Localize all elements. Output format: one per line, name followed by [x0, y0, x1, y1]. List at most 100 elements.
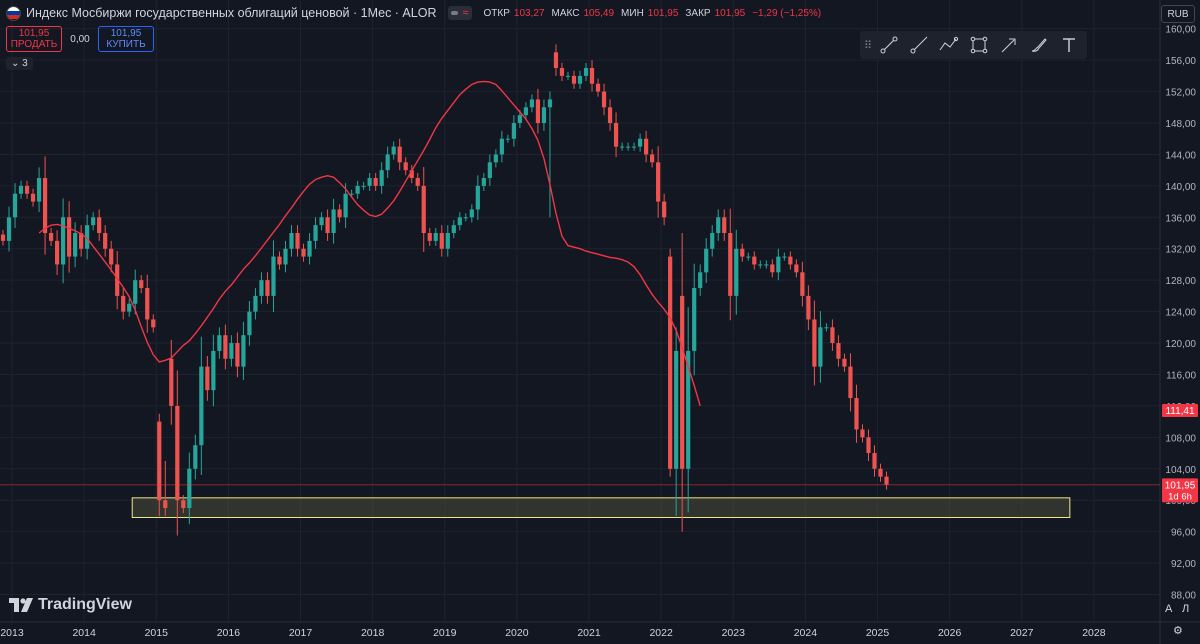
- candle-body: [42, 178, 48, 234]
- candle-body: [253, 295, 258, 312]
- candle-body: [421, 185, 426, 234]
- candle-body: [668, 256, 673, 469]
- candle-body: [487, 162, 492, 179]
- candle-body: [716, 217, 721, 234]
- brush-tool-icon[interactable]: [1024, 31, 1054, 59]
- currency-selector[interactable]: RUB: [1161, 5, 1195, 23]
- candle-body: [391, 146, 396, 155]
- buy-button[interactable]: 101,95 КУПИТЬ: [98, 26, 154, 52]
- candle-body: [349, 193, 354, 195]
- candle-body: [433, 233, 438, 241]
- path-tool-icon[interactable]: [934, 31, 964, 59]
- x-tick-label: 2016: [217, 627, 241, 639]
- candle-body: [175, 405, 180, 501]
- status-dot-icon: [451, 11, 459, 15]
- candle-body: [638, 138, 643, 147]
- candle-body: [878, 468, 883, 477]
- ohlc-key: МАКС: [551, 7, 580, 19]
- candle-body: [746, 256, 751, 258]
- candle-body: [235, 343, 240, 367]
- candle-body: [241, 335, 246, 367]
- candle-body: [109, 248, 114, 265]
- text-tool-icon[interactable]: [1054, 31, 1084, 59]
- price-label-countdown: 1d 6h: [1168, 491, 1192, 502]
- auto-scale-button[interactable]: А: [1165, 603, 1173, 615]
- candle-body: [704, 248, 709, 273]
- candle-body: [674, 350, 679, 469]
- candle-body: [30, 193, 36, 202]
- x-tick-label: 2013: [0, 627, 24, 639]
- x-tick-label: 2023: [722, 627, 746, 639]
- symbol-title[interactable]: Индекс Мосбиржи государственных облигаци…: [26, 6, 437, 20]
- ohlc-value: 105,49: [583, 7, 615, 19]
- logo-text: TradingView: [38, 596, 132, 613]
- price-label-box: [1162, 478, 1198, 503]
- candle-body: [139, 280, 144, 289]
- x-tick-label: 2015: [145, 627, 169, 639]
- y-tick-label: 128,00: [1165, 276, 1196, 287]
- x-tick-label: 2024: [794, 627, 818, 639]
- y-tick-label: 92,00: [1171, 559, 1196, 570]
- ray-tool-icon[interactable]: [904, 31, 934, 59]
- wave-icon: ≈: [462, 7, 469, 19]
- candle-body: [619, 146, 625, 148]
- y-tick-label: 96,00: [1171, 528, 1196, 539]
- candle-body: [151, 319, 156, 328]
- candle-body: [48, 233, 54, 241]
- candle-body: [794, 264, 799, 273]
- candle-body: [589, 68, 595, 84]
- candle-body: [656, 162, 661, 202]
- candle-body: [541, 107, 547, 124]
- candle-body: [18, 185, 24, 194]
- candle-body: [830, 327, 835, 344]
- arrow-tool-icon[interactable]: [994, 31, 1024, 59]
- y-tick-label: 156,00: [1165, 56, 1196, 67]
- candle-body: [163, 500, 168, 509]
- y-tick-label: 152,00: [1165, 88, 1196, 99]
- candle-body: [764, 264, 769, 266]
- ohlc-key: ЗАКР: [685, 7, 711, 19]
- candle-body: [842, 358, 847, 367]
- candle-body: [481, 178, 486, 186]
- candle-body: [133, 280, 138, 304]
- ohlc-value: −1,29 (−1,25%): [752, 7, 822, 19]
- candle-body: [199, 366, 204, 446]
- candle-body: [505, 138, 510, 140]
- candle-body: [547, 99, 553, 108]
- candle-body: [698, 272, 703, 289]
- candle-body: [499, 138, 504, 155]
- y-tick-label: 116,00: [1166, 370, 1196, 381]
- settings-gear-icon[interactable]: ⚙: [1173, 625, 1183, 637]
- candle-body: [319, 217, 324, 226]
- symbol-status[interactable]: ≈: [448, 6, 472, 20]
- candle-body: [457, 217, 462, 226]
- candle-body: [872, 453, 877, 469]
- candle-body: [728, 233, 733, 296]
- candle-body: [758, 264, 763, 266]
- candle-body: [67, 217, 72, 257]
- y-tick-label: 140,00: [1165, 182, 1196, 193]
- candle-body: [650, 154, 655, 163]
- trend-line-tool-icon[interactable]: [874, 31, 904, 59]
- ohlc-value: 101,95: [714, 7, 746, 19]
- log-scale-button[interactable]: Л: [1182, 603, 1190, 615]
- moving-average-line: [38, 80, 701, 407]
- sell-label: ПРОДАТЬ: [10, 39, 58, 50]
- candle-body: [631, 146, 637, 148]
- candle-body: [385, 154, 390, 171]
- tradingview-logo-icon: [9, 598, 33, 612]
- candle-body: [722, 217, 727, 234]
- tradingview-logo: TradingView: [9, 596, 132, 614]
- candle-body: [259, 280, 264, 296]
- candle-body: [313, 225, 318, 241]
- candle-body: [24, 185, 30, 194]
- indicators-toggle[interactable]: ⌄ 3: [6, 57, 33, 70]
- candle-body: [848, 366, 853, 399]
- candle-body: [710, 233, 715, 249]
- candle-body: [409, 170, 414, 179]
- candle-body: [571, 75, 577, 84]
- drag-handle-icon[interactable]: ⠿: [863, 39, 873, 52]
- sell-button[interactable]: 101,95 ПРОДАТЬ: [6, 26, 62, 52]
- rectangle-tool-icon[interactable]: [964, 31, 994, 59]
